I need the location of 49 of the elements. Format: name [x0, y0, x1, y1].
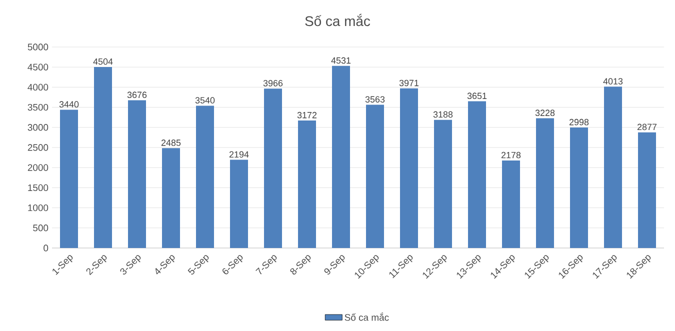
data-label: 2998: [569, 118, 589, 126]
y-tick-label: 1000: [28, 204, 48, 212]
data-label: 3676: [127, 92, 147, 98]
bar: [298, 120, 316, 248]
data-label: 4531: [331, 57, 351, 64]
data-label: 4013: [603, 78, 623, 84]
data-label: 3971: [399, 80, 419, 86]
data-label: 2877: [637, 124, 657, 130]
data-label: 2178: [501, 152, 521, 158]
bar: [230, 160, 248, 248]
bar: [502, 160, 520, 248]
bar: [264, 88, 282, 248]
data-label: 3563: [365, 96, 385, 103]
bar: [434, 120, 452, 248]
data-label: 3651: [467, 92, 487, 100]
y-tick-label: 4500: [28, 64, 48, 70]
data-label: 2485: [161, 140, 181, 146]
data-label: 4504: [93, 58, 113, 65]
bar: [366, 104, 384, 248]
y-tick-label: 4000: [28, 84, 48, 91]
y-tick-label: 3000: [28, 124, 48, 131]
data-label: 2194: [229, 151, 249, 158]
bar: [162, 148, 180, 248]
y-tick-label: 3500: [28, 104, 48, 111]
y-tick-label: 5000: [28, 44, 48, 50]
chart-title: Số ca mắc: [305, 14, 370, 26]
data-label: 3172: [297, 112, 317, 118]
legend-label: Số ca mắc: [344, 312, 389, 321]
bar: [604, 86, 622, 248]
bar: [536, 118, 554, 248]
bar: [468, 101, 486, 248]
bar: [638, 132, 656, 248]
bar: [128, 100, 146, 248]
y-tick-label: 2000: [28, 164, 48, 171]
bar: [400, 88, 418, 248]
data-label: 3228: [535, 110, 555, 116]
bar: [196, 106, 214, 248]
y-tick-label: 0: [44, 244, 48, 252]
data-label: 3440: [59, 101, 79, 108]
y-tick-label: 500: [33, 224, 48, 232]
y-tick-label: 1500: [28, 184, 48, 192]
bar: [332, 66, 350, 248]
bar: [60, 110, 78, 248]
bar: [570, 127, 588, 248]
data-label: 3966: [263, 80, 283, 86]
data-label: 3540: [195, 97, 215, 104]
y-tick-label: 2500: [28, 144, 48, 151]
bar: [94, 66, 112, 248]
data-label: 3188: [433, 111, 453, 118]
